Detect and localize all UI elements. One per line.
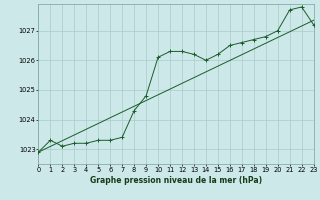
X-axis label: Graphe pression niveau de la mer (hPa): Graphe pression niveau de la mer (hPa) [90, 176, 262, 185]
